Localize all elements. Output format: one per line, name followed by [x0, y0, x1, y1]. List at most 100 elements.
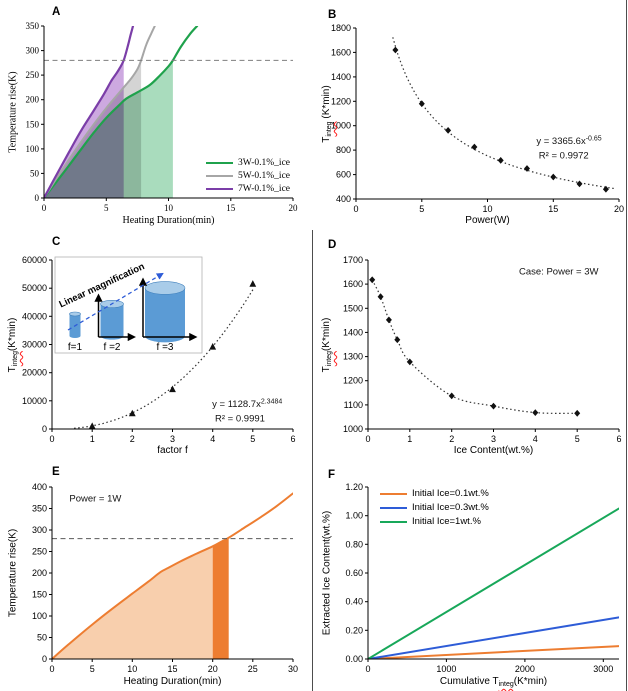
cylinder-body	[69, 314, 81, 336]
legend-entry: 3W-0.1%_ice	[206, 158, 290, 168]
legend-line-swatch-icon	[206, 162, 234, 164]
series-line	[368, 507, 619, 659]
y-tick-label: 150	[26, 119, 40, 129]
annotation-D-0: Case: Power = 3W	[519, 266, 599, 278]
y-tick-label: 0.40	[345, 597, 363, 607]
x-tick-label: 3	[170, 434, 175, 444]
y-tick-label: 250	[32, 547, 47, 557]
series-line	[52, 492, 293, 659]
y-axis-label-E: Temperature rise(K)	[7, 528, 19, 618]
x-axis-label-A: Heating Duration(min)	[122, 215, 215, 226]
x-tick-label: 0	[353, 204, 358, 214]
inset-factor-label: f=1	[68, 342, 83, 353]
y-tick-label: 60000	[22, 255, 47, 265]
panel-d-chart: 0 1 2 3 4 5 6 1000 1100 1200 1300 1400 1500 1600 1700 I…	[314, 230, 628, 460]
y-tick-label: 1000	[331, 121, 351, 131]
y-axis-label-C: Tinteg(K*min)	[7, 317, 19, 372]
x-tick-label: 15	[226, 203, 236, 213]
plot-area	[371, 279, 578, 414]
legend-entry: Initial Ice=1wt.%	[380, 516, 489, 527]
legend-line-swatch-icon	[206, 188, 234, 190]
document-border-artifact	[626, 0, 627, 691]
y-tick-label: 1800	[331, 23, 351, 33]
plot-area	[52, 492, 293, 659]
panel-b-chart: 0 5 10 15 20 400 600 800 1000 1200 1400 1600 1800 Pow…	[314, 0, 628, 230]
data-point-marker	[490, 402, 497, 410]
x-tick-label: 3000	[593, 664, 613, 674]
chart-canvas-F: 0 1000 2000 3000 0.00 0.20 0.40 0.60 0.80 1.00 1.2…	[345, 482, 619, 674]
y-axis-label-B: Tinteg (K*min)	[321, 84, 333, 143]
x-tick-label: 0	[365, 434, 370, 444]
data-point-marker	[249, 280, 257, 287]
legend-line-swatch-icon	[380, 506, 407, 509]
y-tick-label: 0.20	[345, 625, 363, 635]
legend-line-swatch-icon	[380, 492, 407, 495]
y-tick-label: 200	[32, 568, 47, 578]
panel-f-label: F	[328, 469, 336, 481]
chart-canvas-D: 0 1 2 3 4 5 6 1000 1100 1200 1300 1400 1500 1600 1700	[343, 255, 622, 444]
legend-entry-label: Initial Ice=0.1wt.%	[412, 488, 489, 499]
y-tick-label: 0	[42, 654, 47, 664]
x-axis-label-C: factor f	[157, 445, 188, 456]
y-tick-label: 600	[336, 170, 351, 180]
y-tick-label: 300	[32, 525, 47, 535]
y-tick-label: 1600	[331, 47, 351, 57]
x-tick-label: 2	[130, 434, 135, 444]
series-line	[368, 616, 619, 659]
linear-magnification-arrow-icon	[67, 272, 164, 331]
y-tick-label: 1400	[343, 327, 363, 337]
x-tick-label: 20	[289, 203, 299, 213]
y-tick-label: 50	[30, 168, 40, 178]
x-tick-label: 4	[210, 434, 215, 444]
panel-d: D 0 1 2 3 4 5 6 1000 1100 1200 1300 1400 1500 1600 170…	[314, 230, 628, 460]
data-point-marker	[497, 157, 504, 164]
legend-entry: 7W-0.1%_ice	[206, 184, 290, 194]
data-point-marker	[418, 100, 425, 108]
x-tick-label: 10	[127, 664, 137, 674]
data-point-marker	[550, 173, 557, 181]
data-point-marker	[524, 165, 530, 172]
chart-canvas-C: 0 1 2 3 4 5 6 0 10000 20000 30000 40000 50000 60000 f=…	[22, 255, 296, 444]
y-tick-label: 1200	[331, 96, 351, 106]
y-tick-label: 1700	[343, 255, 363, 265]
y-tick-label: 100	[26, 144, 40, 154]
data-point-marker	[128, 409, 136, 417]
x-tick-label: 2	[449, 434, 454, 444]
y-tick-label: 0.00	[345, 654, 363, 664]
y-tick-label: 1.00	[345, 511, 363, 521]
x-tick-label: 1000	[436, 664, 456, 674]
panel-e-chart: 0 5 10 15 20 25 30 0 50 100 150 200 250 300 350 400 Heat…	[0, 460, 314, 691]
y-axis-label-F: Extracted Ice Content(wt.%)	[321, 510, 333, 636]
y-tick-label: 1300	[343, 352, 363, 362]
x-tick-label: 0	[42, 203, 47, 213]
plot-area	[44, 26, 199, 198]
cylinder-top	[69, 311, 81, 317]
legend-entry-label: Initial Ice=1wt.%	[412, 516, 481, 527]
plot-area	[392, 37, 614, 189]
inset-frame	[54, 256, 203, 354]
legend-line-swatch-icon	[380, 520, 407, 523]
y-tick-label: 800	[336, 145, 351, 155]
panel-f: F 0 1000 2000 3000 0.00 0.20 0.40 0.60 0.80 1.00 1…	[314, 460, 628, 691]
x-tick-label: 0	[49, 434, 54, 444]
panel-a-chart: 0 5 10 15 20 0 50 100 150 200 250 300 350 Heating Dur…	[0, 0, 314, 230]
inset-factor-label: f =2	[104, 342, 121, 353]
area-fill	[52, 546, 213, 659]
annotation-C-1: R² = 0.9991	[215, 413, 265, 425]
y-tick-label: 20000	[22, 368, 47, 378]
data-point-marker	[471, 143, 478, 151]
annotation-B-1: R² = 0.9972	[538, 150, 589, 162]
y-tick-label: 1400	[331, 72, 351, 82]
data-point-marker	[88, 422, 96, 429]
data-point-marker	[377, 293, 384, 301]
panel-e: E 0 5 10 15 20 25 30 0 50 100 150 200 250 300 350 400 He…	[0, 460, 314, 691]
x-tick-label: 1	[407, 434, 412, 444]
x-tick-label: 25	[248, 664, 258, 674]
panel-c-label: C	[52, 236, 61, 248]
data-point-marker	[602, 185, 609, 193]
y-tick-label: 1200	[343, 376, 363, 386]
trendline	[371, 279, 578, 414]
legend-entry-label: Initial Ice=0.3wt.%	[412, 502, 489, 513]
